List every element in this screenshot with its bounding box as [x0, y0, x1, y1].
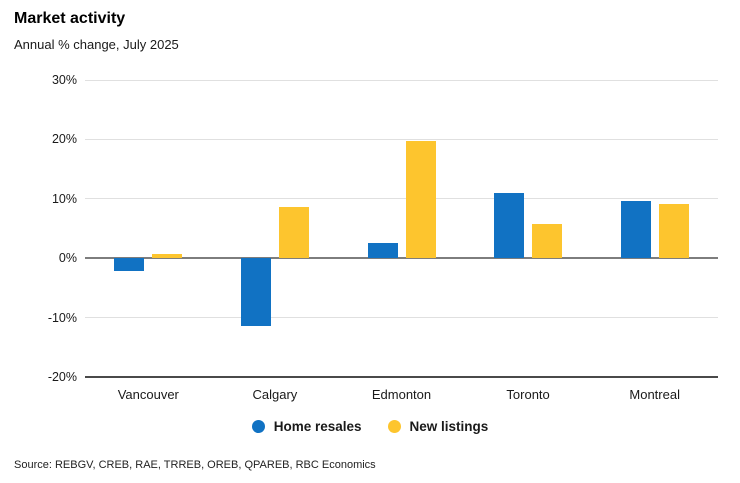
bar-new-listings-calgary: [278, 207, 309, 259]
x-axis-label-calgary: Calgary: [252, 387, 298, 402]
bar-new-listings-vancouver: [152, 254, 183, 259]
legend-item-new-listings: New listings: [387, 419, 489, 434]
x-axis-label-edmonton: Edmonton: [371, 387, 432, 402]
zero-line: [85, 257, 718, 260]
home-resales-legend-dot-icon: [251, 420, 265, 433]
y-axis-label-20: 20%: [51, 132, 77, 147]
legend-label-new-listings: New listings: [409, 419, 489, 434]
y-axis-label--10: -10%: [47, 310, 77, 325]
new-listings-legend-dot-icon: [387, 420, 401, 433]
chart-subtitle: Annual % change, July 2025: [14, 37, 179, 52]
x-axis-label-vancouver: Vancouver: [117, 387, 179, 402]
y-axis-label--20: -20%: [47, 370, 77, 384]
bar-home-resales-edmonton: [367, 242, 398, 259]
gridline-30: [85, 79, 718, 81]
bar-new-listings-toronto: [532, 224, 563, 259]
x-axis-label-montreal: Montreal: [629, 387, 680, 402]
x-axis-label-toronto: Toronto: [506, 387, 550, 402]
gridline-10: [85, 198, 718, 200]
source-note: Source: REBGV, CREB, RAE, TRREB, OREB, Q…: [14, 459, 376, 471]
bar-new-listings-edmonton: [405, 140, 436, 259]
bar-home-resales-montreal: [620, 200, 651, 259]
y-axis-label-0: 0%: [58, 251, 77, 266]
y-axis-label-30: 30%: [51, 73, 77, 87]
chart-legend: Home resales New listings: [0, 419, 740, 434]
bar-home-resales-toronto: [494, 192, 525, 259]
bar-home-resales-calgary: [240, 258, 271, 327]
gridline-20: [85, 138, 718, 140]
bar-home-resales-vancouver: [114, 258, 145, 271]
bar-new-listings-montreal: [658, 203, 689, 259]
y-axis-label-10: 10%: [51, 191, 77, 206]
x-axis-line: [85, 376, 718, 378]
legend-label-home-resales: Home resales: [273, 419, 362, 434]
chart-title: Market activity: [14, 10, 126, 27]
legend-item-home-resales: Home resales: [251, 419, 362, 434]
gridline--10: [85, 317, 718, 319]
